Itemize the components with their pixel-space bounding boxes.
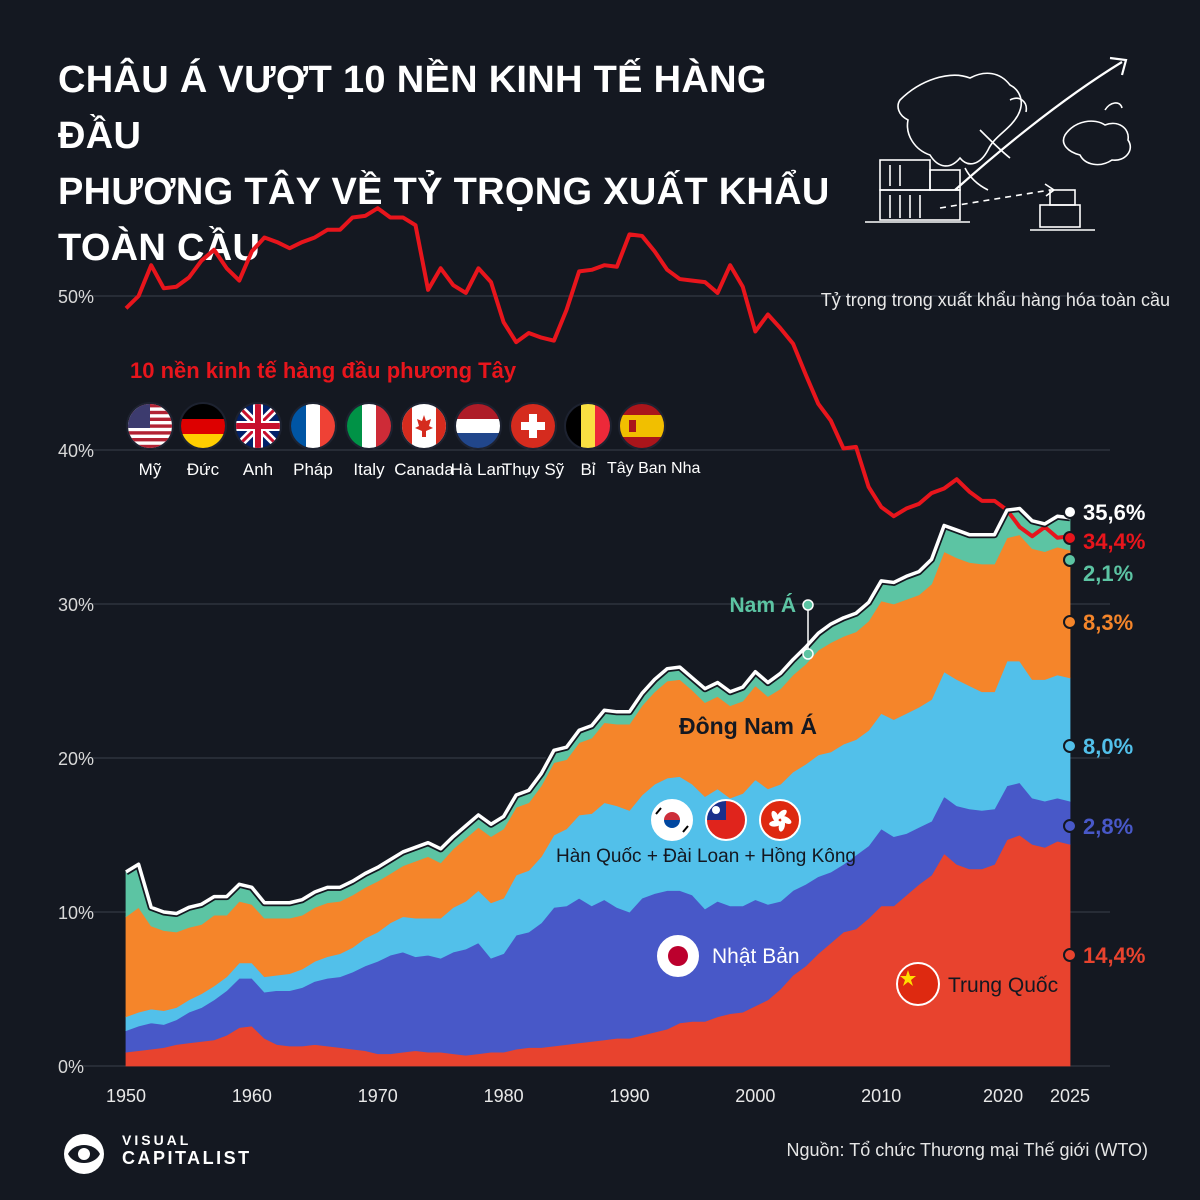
end-label: 8,3% — [1083, 610, 1133, 635]
flag-belgium-icon — [564, 402, 612, 450]
west-country-name: Anh — [242, 460, 274, 479]
flag-france-icon — [289, 402, 337, 450]
y-tick-label: 0% — [58, 1057, 84, 1077]
chart-title: CHÂU Á VƯỢT 10 NỀN KINH TẾ HÀNG ĐẦU PHƯƠ… — [58, 52, 858, 276]
flag-hong-kong-icon — [759, 799, 801, 841]
west-country-9: Tây Ban Nha — [607, 402, 701, 478]
title-line-1: CHÂU Á VƯỢT 10 NỀN KINH TẾ HÀNG ĐẦU — [58, 59, 767, 157]
visual-capitalist-logo-icon — [64, 1134, 104, 1174]
flag-spain-icon — [618, 402, 666, 450]
end-label: 8,0% — [1083, 734, 1133, 759]
x-tick-label: 2000 — [735, 1086, 775, 1106]
flag-south-korea-icon — [651, 799, 693, 841]
y-tick-label: 20% — [58, 749, 94, 769]
west-country-name: Mỹ — [138, 460, 162, 479]
brand-line-1: VISUAL — [122, 1132, 192, 1148]
end-label: 34,4% — [1083, 529, 1145, 554]
west-country-0: Mỹ — [115, 402, 185, 480]
west-country-name: Bỉ — [580, 460, 596, 479]
flag-japan-icon — [657, 935, 699, 977]
asia-total-line — [125, 506, 1071, 916]
west-country-name: Hà Lan — [450, 460, 506, 479]
china-label: Trung Quốc — [948, 974, 1058, 997]
west-country-2: Anh — [223, 402, 293, 480]
west-country-6: Hà Lan — [443, 402, 513, 480]
brand-line-2: CAPITALIST — [122, 1148, 252, 1168]
end-label: 35,6% — [1083, 500, 1145, 525]
flag-netherlands-icon — [454, 402, 502, 450]
title-line-3: TOÀN CẦU — [58, 227, 261, 269]
containers-left-icon — [865, 159, 970, 223]
end-label: 2,8% — [1083, 814, 1133, 839]
west-country-8: Bỉ — [553, 402, 623, 480]
west-country-7: Thụy Sỹ — [498, 402, 568, 480]
west-country-name: Đức — [186, 460, 220, 479]
flag-italy-icon — [345, 402, 393, 450]
y-tick-label: 50% — [58, 287, 94, 307]
end-dot — [1063, 531, 1077, 545]
south-asia-dot-top — [802, 599, 814, 611]
flag-taiwan-icon — [705, 799, 747, 841]
x-tick-label: 2025 — [1050, 1086, 1090, 1106]
flag-china-icon — [896, 962, 940, 1006]
end-label: 14,4% — [1083, 943, 1145, 968]
end-dot — [1063, 505, 1077, 519]
japan-label: Nhật Bản — [712, 945, 800, 968]
end-dot — [1063, 553, 1077, 567]
flag-uk-icon — [234, 402, 282, 450]
x-tick-label: 1950 — [106, 1086, 146, 1106]
y-tick-label: 40% — [58, 441, 94, 461]
west-share-line — [124, 206, 1071, 540]
west-group-label: 10 nền kinh tế hàng đầu phương Tây — [130, 358, 517, 383]
containers-right-icon — [1030, 189, 1095, 231]
end-dot — [1063, 948, 1077, 962]
end-dot — [1063, 819, 1077, 833]
west-country-name: Thụy Sỹ — [501, 460, 565, 479]
west-country-name: Tây Ban Nha — [607, 460, 701, 477]
y-tick-label: 30% — [58, 595, 94, 615]
source-note: Nguồn: Tổ chức Thương mại Thế giới (WTO) — [786, 1140, 1148, 1160]
end-dot — [1063, 615, 1077, 629]
flag-switzerland-icon — [509, 402, 557, 450]
title-line-2: PHƯƠNG TÂY VỀ TỶ TRỌNG XUẤT KHẨU — [58, 171, 830, 213]
flag-germany-icon — [179, 402, 227, 450]
south-asia-dot-bottom — [802, 648, 814, 660]
west-country-1: Đức — [168, 402, 238, 480]
x-tick-label: 1970 — [358, 1086, 398, 1106]
west-country-3: Pháp — [278, 402, 348, 480]
end-dot — [1063, 739, 1077, 753]
flag-usa-icon — [126, 402, 174, 450]
west-country-name: Pháp — [293, 460, 333, 479]
kr-tw-hk-label: Hàn Quốc + Đài Loan + Hồng Kông — [556, 846, 856, 867]
y-tick-label: 10% — [58, 903, 94, 923]
south-asia-label: Nam Á — [729, 594, 796, 617]
flag-canada-icon — [400, 402, 448, 450]
west-country-name: Canada — [394, 460, 454, 479]
trade-map-illustration-icon — [865, 56, 1132, 231]
end-label: 2,1% — [1083, 561, 1133, 586]
southeast-asia-label: Đông Nam Á — [679, 712, 817, 739]
west-country-name: Italy — [353, 460, 385, 479]
x-tick-label: 1960 — [232, 1086, 272, 1106]
west-country-4: Italy — [334, 402, 404, 480]
west-country-5: Canada — [389, 402, 459, 480]
x-tick-label: 1990 — [609, 1086, 649, 1106]
x-tick-label: 2010 — [861, 1086, 901, 1106]
line-caption: Tỷ trọng trong xuất khẩu hàng hóa toàn c… — [821, 290, 1170, 310]
x-tick-label: 1980 — [484, 1086, 524, 1106]
x-tick-label: 2020 — [983, 1086, 1023, 1106]
